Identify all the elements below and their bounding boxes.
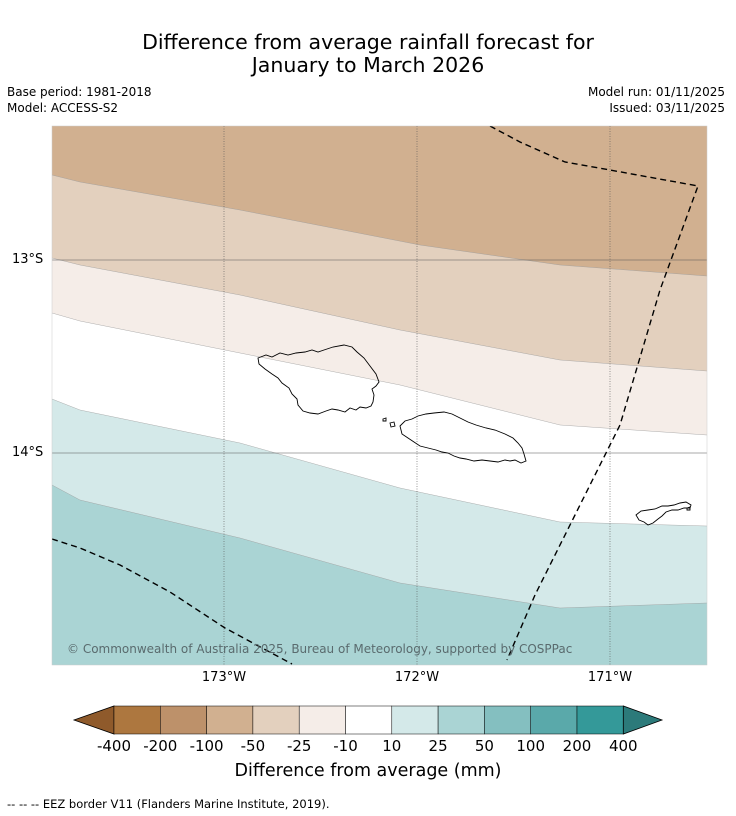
apolima-island xyxy=(382,417,387,422)
lon-label-171w: 171°W xyxy=(587,670,633,685)
colorbar-segment xyxy=(530,705,578,735)
colorbar-segment xyxy=(391,705,439,735)
colorbar-segment xyxy=(113,705,161,735)
issued-date: Issued: 03/11/2025 xyxy=(609,101,725,115)
colorbar-extend-high xyxy=(622,705,664,735)
eez-border-southwest xyxy=(52,538,293,665)
eez-border xyxy=(489,126,699,661)
colorbar-tick-label: 25 xyxy=(428,737,448,755)
title-line-2: January to March 2026 xyxy=(251,53,485,77)
colorbar-tick-label: -100 xyxy=(189,737,224,755)
colorbar xyxy=(72,705,664,735)
colorbar-segment xyxy=(345,705,393,735)
model-run: Model run: 01/11/2025 xyxy=(587,85,725,99)
manono-island xyxy=(389,421,396,428)
aunuu-island xyxy=(686,506,691,511)
band-pos-25 xyxy=(52,485,707,665)
lat-label-13s: 13°S xyxy=(12,252,44,267)
colorbar-tick-label: -400 xyxy=(96,737,132,755)
savaii-island xyxy=(257,344,380,415)
colorbar-extend-low xyxy=(72,705,115,735)
meta-left: Base period: 1981-2018 Model: ACCESS-S2 xyxy=(7,84,152,116)
colorbar-segment xyxy=(576,705,624,735)
colorbar-title: Difference from average (mm) xyxy=(234,761,502,781)
meta-right: Model run: 01/11/2025 Issued: 03/11/2025 xyxy=(588,84,725,116)
colorbar-tick-label: -10 xyxy=(333,737,358,755)
colorbar-segment xyxy=(206,705,254,735)
title-line-1: Difference from average rainfall forecas… xyxy=(142,30,594,54)
colorbar-tick-label: 100 xyxy=(516,737,545,755)
base-period: Base period: 1981-2018 xyxy=(7,85,152,99)
colorbar-tick-label: -50 xyxy=(240,737,266,755)
colorbar-tick-label: 10 xyxy=(382,737,402,755)
colorbar-segment xyxy=(252,705,300,735)
upolu-island xyxy=(399,411,527,464)
colorbar-tick-label: 400 xyxy=(608,737,638,755)
colorbar-segment xyxy=(484,705,531,735)
map-title: Difference from average rainfall forecas… xyxy=(0,31,736,77)
colorbar-segment xyxy=(298,705,346,735)
colorbar-segment xyxy=(437,705,485,735)
copyright-text: © Commonwealth of Australia 2025, Bureau… xyxy=(67,642,573,656)
lon-label-173w: 173°W xyxy=(201,670,247,685)
colorbar-segment xyxy=(160,705,207,735)
colorbar-tick-label: 50 xyxy=(474,737,494,755)
gridlines xyxy=(52,126,707,665)
colorbar-tick-label: -25 xyxy=(286,737,312,755)
eez-legend-note: -- -- -- EEZ border V11 (Flanders Marine… xyxy=(7,797,330,811)
lon-label-172w: 172°W xyxy=(394,670,440,685)
colorbar-tick-label: 200 xyxy=(562,737,592,755)
colorbar-tick-label: -200 xyxy=(143,737,178,755)
model-name: Model: ACCESS-S2 xyxy=(7,101,119,115)
lat-label-14s: 14°S xyxy=(12,445,44,460)
